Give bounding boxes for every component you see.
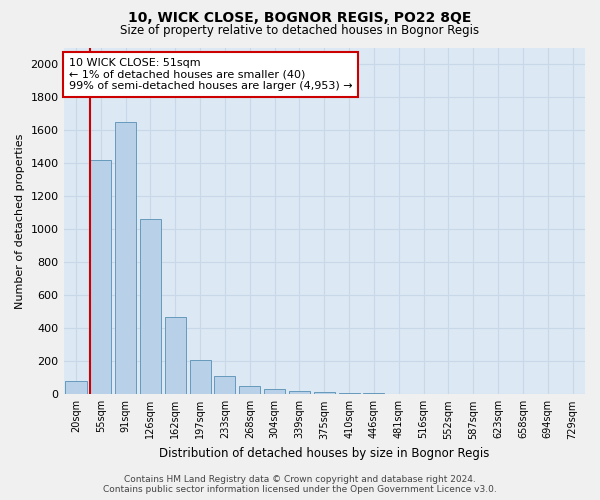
Bar	[338, 393, 359, 394]
Bar	[289, 392, 310, 394]
Bar	[65, 381, 86, 394]
Bar	[115, 122, 136, 394]
Bar	[90, 160, 112, 394]
Text: 10 WICK CLOSE: 51sqm
← 1% of detached houses are smaller (40)
99% of semi-detach: 10 WICK CLOSE: 51sqm ← 1% of detached ho…	[69, 58, 352, 91]
Bar	[165, 316, 186, 394]
Y-axis label: Number of detached properties: Number of detached properties	[15, 133, 25, 308]
Bar	[239, 386, 260, 394]
Bar	[140, 220, 161, 394]
Bar	[264, 390, 285, 394]
Bar	[214, 376, 235, 394]
Text: 10, WICK CLOSE, BOGNOR REGIS, PO22 8QE: 10, WICK CLOSE, BOGNOR REGIS, PO22 8QE	[128, 11, 472, 25]
Text: Contains HM Land Registry data © Crown copyright and database right 2024.
Contai: Contains HM Land Registry data © Crown c…	[103, 474, 497, 494]
X-axis label: Distribution of detached houses by size in Bognor Regis: Distribution of detached houses by size …	[159, 447, 490, 460]
Text: Size of property relative to detached houses in Bognor Regis: Size of property relative to detached ho…	[121, 24, 479, 37]
Bar	[190, 360, 211, 394]
Bar	[314, 392, 335, 394]
